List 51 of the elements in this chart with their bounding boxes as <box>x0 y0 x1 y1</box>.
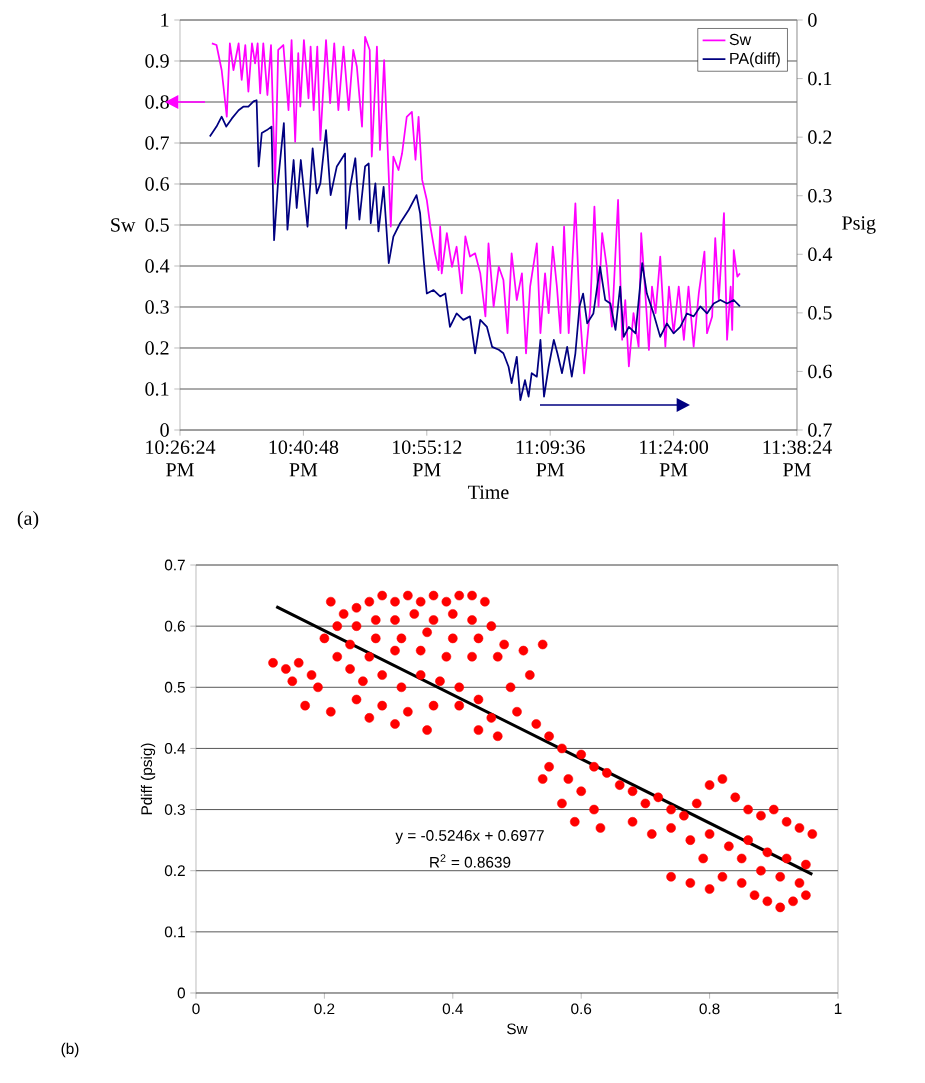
y-tick-label: 0.4 <box>145 259 170 273</box>
x-tick-label: 11:38:24 PM <box>763 440 832 477</box>
y-tick-label: 0.2 <box>145 341 169 355</box>
y-axis-title: Sw <box>111 218 136 232</box>
x-axis-title: Sw <box>507 1023 528 1035</box>
y2-axis-title: Psig <box>842 216 876 234</box>
x-tick-label: 10:26:24 PM <box>146 440 216 477</box>
y2-tick-label: 0.3 <box>808 188 832 203</box>
x-tick-label: 0.2 <box>314 1003 335 1015</box>
y-tick-label: 0 <box>177 987 185 999</box>
y-tick-label: 0.5 <box>145 218 169 232</box>
y2-tick-label: 0.5 <box>808 306 832 320</box>
legend-label: PA(diff) <box>730 52 780 68</box>
y-tick-label: 0.7 <box>145 136 170 150</box>
y-tick-label: 0.9 <box>145 54 169 68</box>
x-tick-label: 11:24:00 PM <box>640 440 709 477</box>
y-tick-label: 0.3 <box>145 300 169 314</box>
y2-tick-label: 0.1 <box>808 71 832 86</box>
x-axis-title: Time <box>468 485 509 499</box>
annotation: y = -0.5246x + 0.6977 <box>395 830 544 844</box>
x-tick-label: 0.6 <box>571 1003 592 1015</box>
y-tick-label: 0.3 <box>164 804 185 815</box>
y-tick-label: 0.1 <box>164 926 185 938</box>
x-tick-label: 10:55:12 PM <box>393 440 462 477</box>
y-tick-label: 0.6 <box>164 620 185 632</box>
x-tick-label: 0 <box>192 1003 200 1015</box>
legend-label: Sw <box>729 33 752 46</box>
y2-tick-label: 0.7 <box>808 423 832 437</box>
y2-tick-label: 0 <box>808 13 817 27</box>
y-tick-label: 0.8 <box>145 95 169 109</box>
text: (a) <box>17 510 39 530</box>
y2-tick-label: 0.2 <box>808 130 832 144</box>
y-tick-label: 0 <box>160 423 169 437</box>
y2-tick-label: 0.4 <box>808 247 833 262</box>
y-tick-label: 0.4 <box>164 743 186 754</box>
y-tick-label: 0.2 <box>164 865 185 877</box>
x-tick-label: 1 <box>834 1003 842 1014</box>
y-tick-label: 0.5 <box>164 681 185 693</box>
y-tick-label: 0.6 <box>145 177 170 191</box>
x-tick-label: 0.4 <box>442 1003 463 1015</box>
annotation: R$^{2}$ = 0.8639 <box>430 854 511 868</box>
y-axis-title: Pdiff (psig) <box>140 743 156 815</box>
y-tick-label: 0.1 <box>145 382 169 396</box>
x-tick-label: 11:09:36 PM <box>516 440 585 477</box>
y-tick-label: 1 <box>161 13 169 27</box>
y2-tick-label: 0.6 <box>808 364 832 379</box>
x-tick-label: 10:40:48 PM <box>269 440 339 477</box>
x-tick-label: 0.8 <box>699 1003 720 1015</box>
text: (b) <box>61 1042 79 1058</box>
y-tick-label: 0.7 <box>164 559 185 571</box>
line-series <box>208 99 741 401</box>
